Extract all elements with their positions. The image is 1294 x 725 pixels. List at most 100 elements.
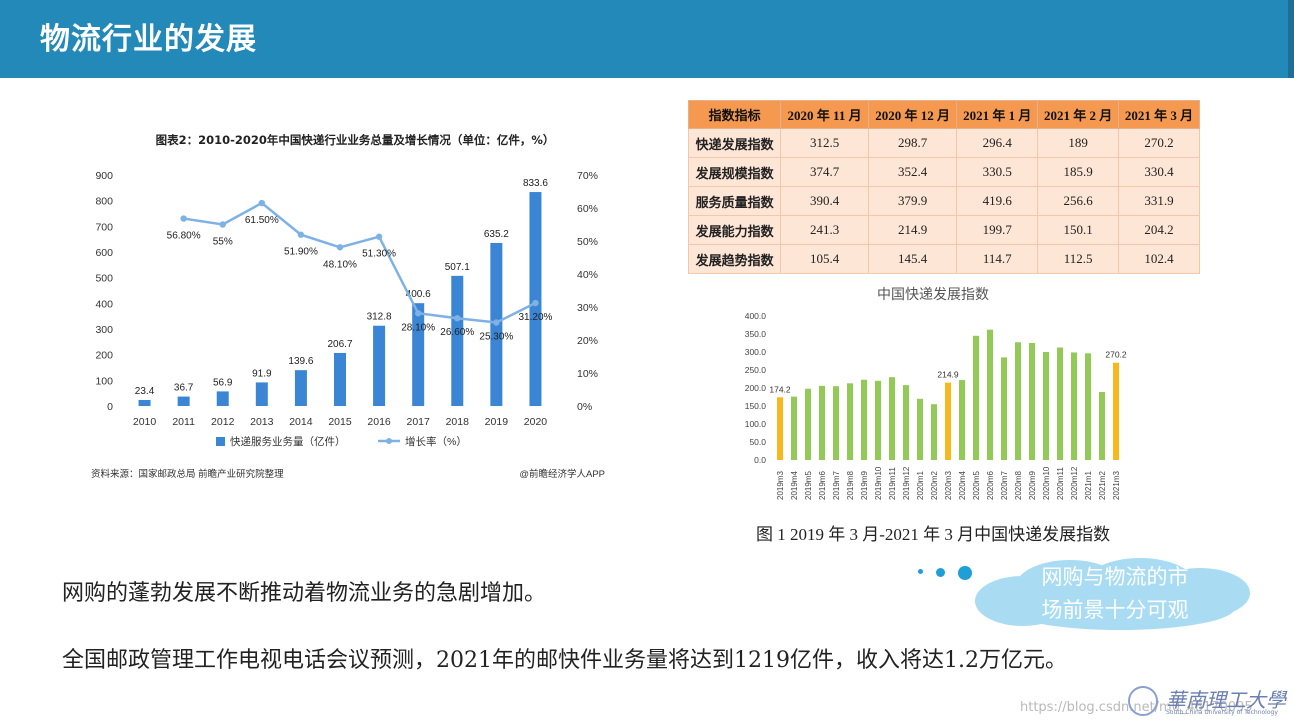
x-tick-label: 2020 bbox=[524, 416, 548, 428]
table-row-header: 服务质量指数 bbox=[687, 186, 782, 216]
table-cell: 145.4 bbox=[867, 244, 958, 274]
x-tick-label: 2017 bbox=[407, 416, 431, 428]
callout-dot bbox=[936, 568, 945, 577]
table-cell: 150.1 bbox=[1037, 215, 1120, 245]
bar bbox=[373, 325, 386, 406]
growth-point bbox=[336, 244, 344, 251]
table-cell: 112.5 bbox=[1037, 244, 1120, 274]
x-tick-label: 2016 bbox=[367, 416, 391, 428]
growth-label: 61.50% bbox=[245, 215, 279, 226]
legend-line-label: 增长率（%） bbox=[405, 435, 467, 448]
growth-point bbox=[219, 221, 226, 228]
bar-value-label: 507.1 bbox=[445, 262, 470, 273]
y2-tick-label: 10% bbox=[577, 368, 598, 380]
bar bbox=[1071, 352, 1077, 460]
bar bbox=[1001, 357, 1007, 460]
bar bbox=[805, 388, 811, 460]
bar bbox=[1099, 391, 1105, 460]
y-tick-label: 700 bbox=[95, 221, 113, 233]
table-row-header: 快递发展指数 bbox=[687, 128, 782, 158]
table-header-cell: 2021 年 2 月 bbox=[1037, 100, 1120, 129]
y-tick-label: 300.0 bbox=[745, 347, 767, 357]
express-volume-chart: 图表2：2010-2020年中国快递行业业务总量及增长情况（单位：亿件，%） 0… bbox=[85, 120, 625, 490]
table-cell: 214.9 bbox=[867, 215, 958, 245]
bar bbox=[987, 329, 993, 460]
legend-bar-swatch bbox=[216, 437, 225, 446]
y-tick-label: 500 bbox=[95, 273, 113, 285]
express-index-chart: 中国快递发展指数 0.0 50.0 100.0 150.0 200.0 250.0 300.… bbox=[728, 280, 1138, 510]
table-cell: 241.3 bbox=[780, 215, 869, 245]
table-cell: 256.6 bbox=[1037, 186, 1120, 216]
x-tick-label: 2015 bbox=[328, 416, 352, 428]
table-cell: 270.2 bbox=[1118, 128, 1200, 158]
body-paragraph-1: 网购的蓬勃发展不断推动着物流业务的急剧增加。 bbox=[62, 581, 547, 606]
x-tick-label: 2011 bbox=[172, 416, 195, 428]
growth-point bbox=[375, 233, 383, 240]
table-row: 快递发展指数 312.5 298.7 296.4 189 270.2 bbox=[687, 128, 1200, 158]
figure-caption: 图 1 2019 年 3 月-2021 年 3 月中国快递发展指数 bbox=[756, 525, 1111, 544]
logo-subtext: South China University of Technology bbox=[1166, 709, 1278, 716]
callout-line-1: 网购与物流的市 bbox=[1041, 565, 1189, 589]
bar bbox=[138, 399, 151, 406]
bar bbox=[412, 303, 425, 406]
bar bbox=[1015, 342, 1021, 460]
growth-point bbox=[258, 199, 266, 207]
bar bbox=[833, 386, 839, 460]
x-tick-label: 2013 bbox=[250, 416, 274, 428]
x-tick-label: 2019m6 bbox=[818, 471, 827, 500]
bar bbox=[1085, 353, 1091, 460]
table-header-cell: 2021 年 1 月 bbox=[956, 100, 1039, 129]
university-seal-icon bbox=[1128, 686, 1158, 716]
bar bbox=[973, 335, 979, 460]
bar-value-label: 312.8 bbox=[367, 312, 392, 323]
table-cell: 312.5 bbox=[780, 128, 869, 158]
bar-value-label: 635.2 bbox=[484, 229, 509, 240]
y2-tick-label: 20% bbox=[577, 335, 598, 347]
bar-value-label: 174.2 bbox=[769, 384, 791, 394]
x-tick-label: 2020m1 bbox=[916, 471, 925, 500]
y2-tick-label: 70% bbox=[577, 170, 598, 182]
table-cell: 102.4 bbox=[1118, 244, 1200, 274]
x-tick-label: 2019m11 bbox=[888, 467, 897, 500]
x-tick-label: 2020m7 bbox=[1000, 471, 1009, 500]
table-cell: 352.4 bbox=[867, 157, 958, 187]
y-tick-label: 800 bbox=[95, 196, 113, 208]
x-tick-label: 2010 bbox=[133, 416, 157, 428]
x-tick-label: 2020m4 bbox=[958, 471, 967, 500]
growth-line bbox=[183, 201, 537, 324]
y-tick-label: 0 bbox=[107, 401, 113, 413]
bar bbox=[177, 396, 190, 406]
logo-text: 華南理工大學 bbox=[1166, 688, 1286, 712]
x-tick-label: 2020m10 bbox=[1042, 466, 1051, 500]
growth-point bbox=[532, 299, 539, 307]
y-tick-label: 400.0 bbox=[745, 311, 767, 321]
table-cell: 374.7 bbox=[780, 157, 869, 187]
table-cell: 379.9 bbox=[867, 186, 958, 216]
bar-value-label: 206.7 bbox=[327, 339, 352, 350]
chart1-title: 图表2：2010-2020年中国快递行业业务总量及增长情况（单位：亿件，%） bbox=[155, 133, 555, 147]
bar bbox=[945, 382, 951, 460]
x-tick-label: 2019m5 bbox=[804, 471, 813, 500]
bar-value-label: 139.6 bbox=[288, 356, 313, 367]
callout-line-2: 场前景十分可观 bbox=[1041, 598, 1189, 622]
y-tick-label: 50.0 bbox=[749, 437, 766, 447]
legend-line-marker bbox=[386, 438, 392, 444]
bar bbox=[959, 380, 965, 460]
y-tick-label: 300 bbox=[95, 324, 113, 336]
express-index-table: 指数指标 2020 年 11 月 2020 年 12 月 2021 年 1 月 … bbox=[687, 100, 1200, 274]
table-cell: 390.4 bbox=[780, 186, 869, 216]
table-cell: 330.5 bbox=[956, 157, 1039, 187]
table-row-header: 发展趋势指数 bbox=[687, 244, 782, 274]
x-tick-label: 2020m8 bbox=[1014, 471, 1023, 500]
bar-value-label: 23.4 bbox=[135, 386, 155, 397]
bar bbox=[255, 382, 268, 406]
x-tick-label: 2020m3 bbox=[944, 471, 953, 500]
table-cell: 330.4 bbox=[1118, 157, 1200, 187]
growth-label: 56.80% bbox=[167, 231, 201, 242]
x-tick-label: 2020m9 bbox=[1028, 471, 1037, 500]
university-logo: 華南理工大學 South China University of Technol… bbox=[1128, 682, 1288, 722]
table-cell: 189 bbox=[1037, 128, 1120, 158]
table-cell: 185.9 bbox=[1037, 157, 1120, 187]
bar-value-label: 56.9 bbox=[213, 377, 233, 388]
bar bbox=[847, 383, 853, 460]
